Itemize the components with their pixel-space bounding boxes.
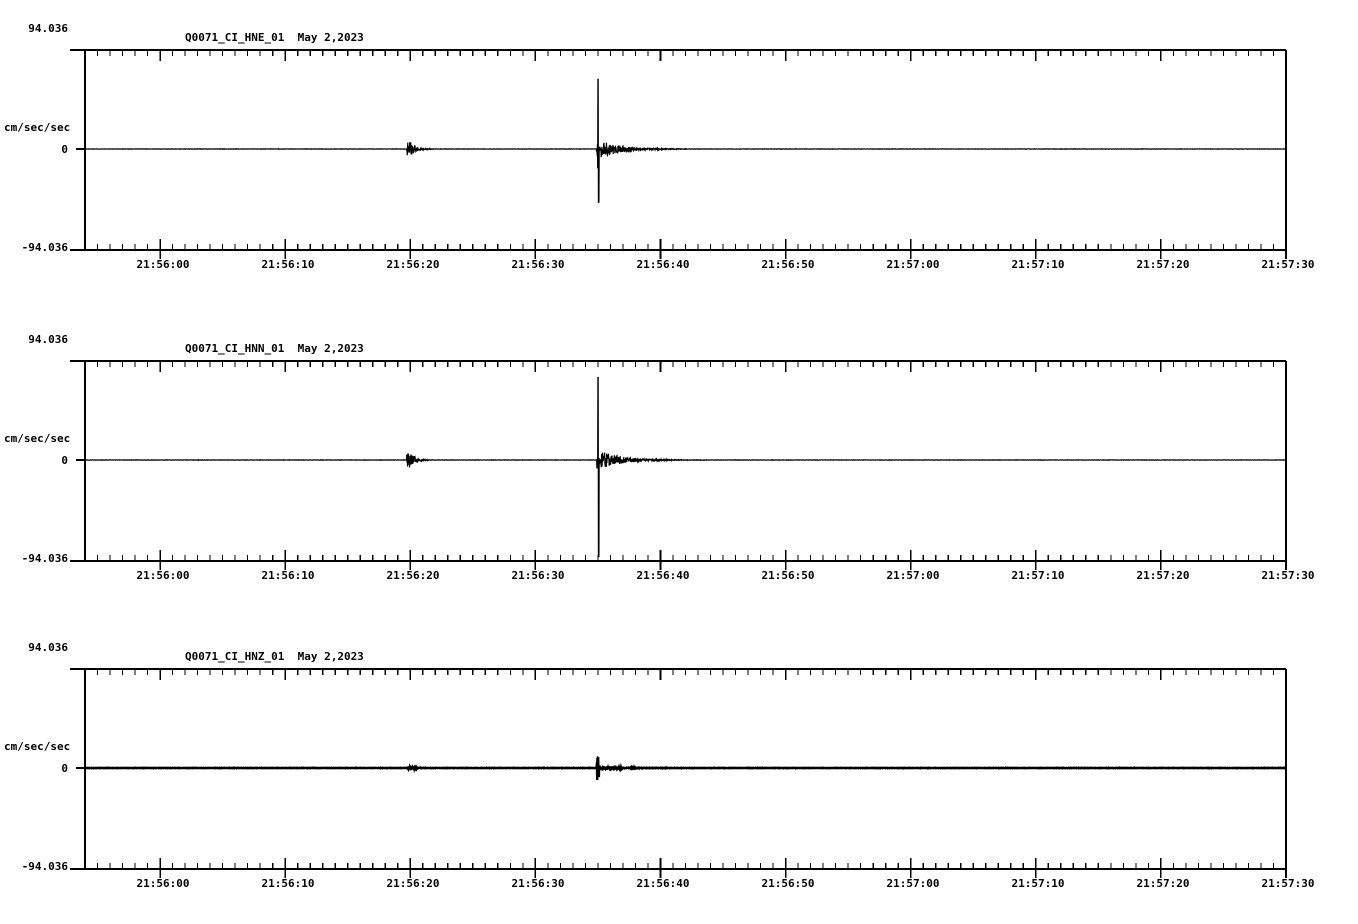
x-tick-label-hne-9: 21:57:30 [1261, 258, 1315, 271]
x-tick-label-hnn-8: 21:57:20 [1136, 569, 1190, 582]
waveform-hnn [84, 376, 1287, 558]
x-axis-ticks-hnn [84, 361, 1287, 570]
x-tick-label-hnz-6: 21:57:00 [886, 877, 940, 890]
x-tick-label-hnn-4: 21:56:40 [636, 569, 690, 582]
trace-panel-hne: Q0071_CI_HNE_01 May 2,2023 94.036 cm/sec… [0, 0, 1358, 300]
plot-area-hnz [70, 668, 1287, 878]
x-tick-label-hnn-3: 21:56:30 [511, 569, 565, 582]
panel-title-hne: Q0071_CI_HNE_01 May 2,2023 [185, 31, 364, 44]
trace-panel-hnz: Q0071_CI_HNZ_01 May 2,2023 94.036 cm/sec… [0, 612, 1358, 924]
axis-frame-hne [70, 49, 1287, 251]
x-tick-label-hnz-4: 21:56:40 [636, 877, 690, 890]
waveform-hne [84, 78, 1287, 204]
y-axis-max-label-hne: 94.036 [28, 22, 68, 35]
x-tick-label-hnn-6: 21:57:00 [886, 569, 940, 582]
x-tick-label-hne-5: 21:56:50 [761, 258, 815, 271]
axis-frame-hnn [70, 360, 1287, 562]
y-axis-min-label-hnz: -94.036 [21, 860, 68, 873]
x-tick-label-hnz-0: 21:56:00 [136, 877, 190, 890]
x-tick-label-hne-6: 21:57:00 [886, 258, 940, 271]
x-tick-label-hne-7: 21:57:10 [1011, 258, 1065, 271]
panel-title-hnn: Q0071_CI_HNN_01 May 2,2023 [185, 342, 364, 355]
y-axis-max-label-hnz: 94.036 [28, 641, 68, 654]
x-axis-ticks-hne [84, 50, 1287, 259]
x-tick-label-hnz-2: 21:56:20 [386, 877, 440, 890]
x-tick-label-hnz-1: 21:56:10 [261, 877, 315, 890]
x-tick-label-hne-3: 21:56:30 [511, 258, 565, 271]
trace-panel-hnn: Q0071_CI_HNN_01 May 2,2023 94.036 cm/sec… [0, 305, 1358, 605]
x-tick-label-hne-0: 21:56:00 [136, 258, 190, 271]
x-tick-label-hnn-7: 21:57:10 [1011, 569, 1065, 582]
x-tick-label-hne-1: 21:56:10 [261, 258, 315, 271]
plot-area-hnn [70, 360, 1287, 570]
x-tick-label-hne-2: 21:56:20 [386, 258, 440, 271]
waveform-hnz [84, 756, 1287, 780]
x-tick-label-hnn-0: 21:56:00 [136, 569, 190, 582]
x-tick-label-hnn-2: 21:56:20 [386, 569, 440, 582]
panel-title-hnz: Q0071_CI_HNZ_01 May 2,2023 [185, 650, 364, 663]
x-tick-label-hnn-9: 21:57:30 [1261, 569, 1315, 582]
y-axis-unit-label-hne: cm/sec/sec [4, 121, 71, 134]
y-axis-min-label-hnn: -94.036 [21, 552, 68, 565]
x-tick-label-hnz-9: 21:57:30 [1261, 877, 1315, 890]
y-axis-unit-label-hnz: cm/sec/sec [4, 740, 71, 753]
x-tick-label-hnz-3: 21:56:30 [511, 877, 565, 890]
y-axis-min-label-hne: -94.036 [21, 241, 68, 254]
y-axis-zero-label-hnz: 0 [61, 762, 68, 775]
x-tick-label-hnn-5: 21:56:50 [761, 569, 815, 582]
x-tick-label-hnn-1: 21:56:10 [261, 569, 315, 582]
x-tick-label-hnz-8: 21:57:20 [1136, 877, 1190, 890]
x-axis-ticks-hnz [84, 669, 1287, 878]
y-axis-max-label-hnn: 94.036 [28, 333, 68, 346]
y-axis-zero-label-hnn: 0 [61, 454, 68, 467]
x-tick-label-hne-4: 21:56:40 [636, 258, 690, 271]
plot-area-hne [70, 49, 1287, 259]
x-tick-label-hnz-5: 21:56:50 [761, 877, 815, 890]
x-tick-label-hne-8: 21:57:20 [1136, 258, 1190, 271]
x-tick-label-hnz-7: 21:57:10 [1011, 877, 1065, 890]
y-axis-unit-label-hnn: cm/sec/sec [4, 432, 71, 445]
y-axis-zero-label-hne: 0 [61, 143, 68, 156]
